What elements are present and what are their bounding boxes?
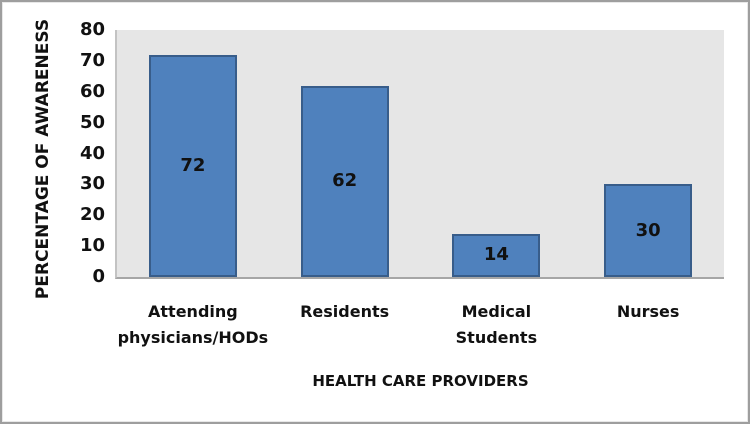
bar-data-label: 62 — [332, 170, 358, 192]
y-tick-label: 10 — [79, 235, 105, 257]
bar-2 — [300, 85, 389, 277]
bar-data-label: 14 — [483, 244, 509, 266]
y-tick-label: 20 — [79, 204, 105, 226]
y-tick-label: 0 — [92, 266, 105, 287]
x-axis-title: HEALTH CARE PROVIDERS — [312, 372, 529, 390]
y-tick-label: 80 — [79, 19, 105, 40]
bar-data-label: 72 — [180, 154, 206, 176]
y-tick-label: 60 — [79, 80, 105, 102]
x-category-label: Attending physicians/HODs — [117, 302, 269, 347]
bar-4 — [604, 184, 693, 277]
bar-data-label: 30 — [635, 219, 661, 241]
bar-3 — [452, 233, 541, 277]
x-category-label: Residents — [300, 302, 390, 321]
bar-1 — [148, 54, 237, 277]
y-tick-label: 50 — [79, 111, 105, 133]
y-tick-label: 30 — [79, 173, 105, 195]
y-tick-label: 40 — [79, 142, 105, 164]
y-tick-label: 70 — [79, 49, 105, 71]
x-category-label: Medical Students — [455, 302, 538, 347]
x-category-label: Nurses — [616, 302, 680, 321]
